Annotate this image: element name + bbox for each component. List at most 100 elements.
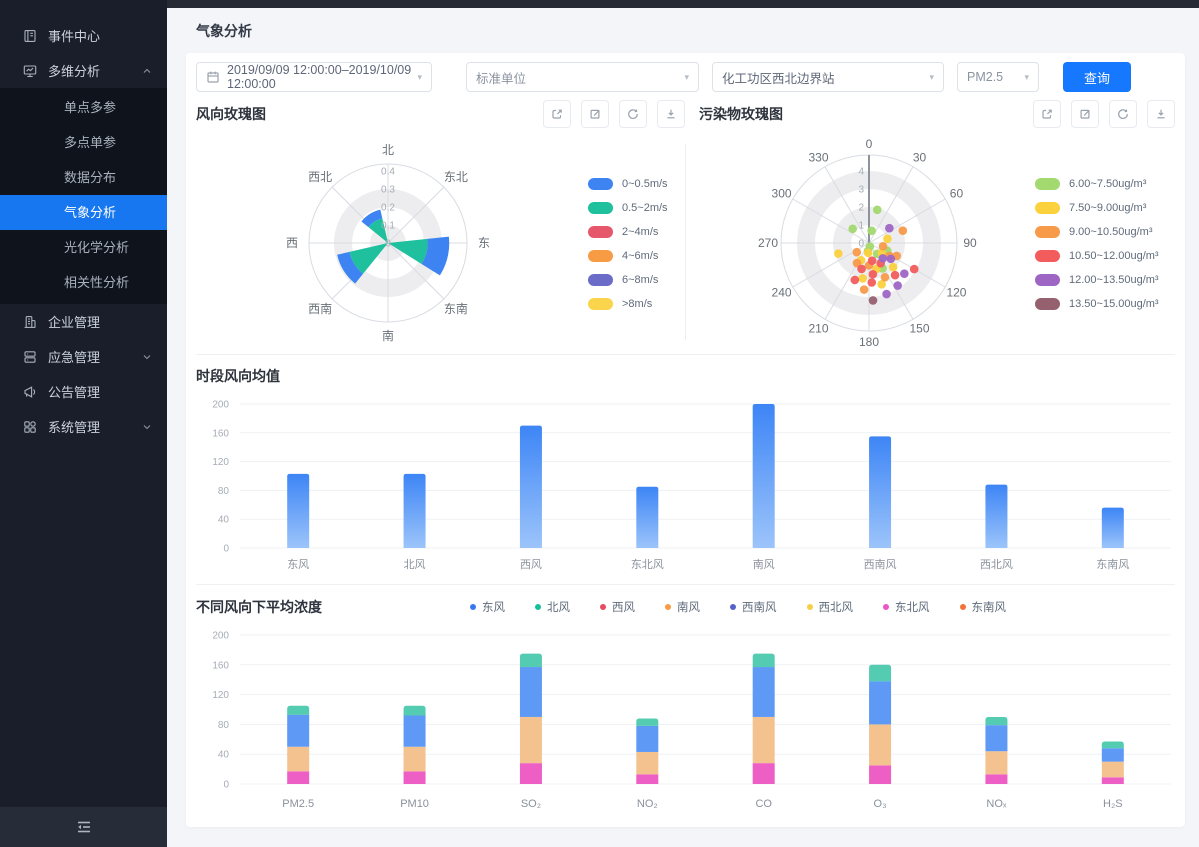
refresh-chart-button[interactable]	[619, 100, 647, 128]
svg-text:80: 80	[218, 486, 230, 497]
legend-dot	[600, 604, 606, 610]
legend-item[interactable]: 6~8m/s	[588, 274, 668, 286]
sidebar-subitem[interactable]: 光化学分析	[64, 240, 130, 255]
refresh-chart-button[interactable]	[1109, 100, 1137, 128]
caret-down-icon: ▾	[929, 71, 934, 82]
unit-select[interactable]: 标准单位 ▾	[466, 62, 699, 92]
legend-label: 6.00~7.50ug/m³	[1069, 178, 1147, 190]
legend-item[interactable]: 12.00~13.50ug/m³	[1035, 274, 1159, 286]
legend-item[interactable]: 东北风	[883, 599, 930, 615]
legend-dot	[959, 604, 966, 610]
sidebar-item-label: 系统管理	[48, 420, 101, 435]
wind-rose-legend: 0~0.5m/s 0.5~2m/s 2~4m/s 4~6m/s 6~8m/s >8m/s	[588, 178, 668, 310]
enterprise-icon	[22, 314, 38, 330]
svg-text:200: 200	[212, 631, 229, 642]
svg-text:40: 40	[218, 750, 230, 761]
svg-text:0: 0	[223, 544, 229, 555]
legend-swatch	[588, 298, 613, 310]
svg-text:西北: 西北	[308, 170, 332, 184]
legend-item[interactable]: 东南风	[959, 599, 1006, 615]
svg-text:120: 120	[212, 457, 229, 468]
legend-label: 西北风	[818, 602, 854, 614]
legend-item[interactable]: 西南风	[730, 599, 777, 615]
legend-item[interactable]: 东风	[470, 599, 505, 615]
legend-item[interactable]: 南风	[665, 599, 700, 615]
svg-text:PM10: PM10	[400, 798, 429, 810]
legend-label: 0.5~2m/s	[622, 202, 668, 214]
legend-item[interactable]: 北风	[535, 599, 570, 615]
svg-text:O₃: O₃	[874, 798, 887, 810]
sidebar-subitem[interactable]: 气象分析	[0, 195, 167, 230]
caret-down-icon: ▾	[417, 71, 422, 82]
legend-label: 4~6m/s	[622, 250, 659, 262]
svg-text:0: 0	[858, 239, 864, 250]
legend-item[interactable]: 9.00~10.50ug/m³	[1035, 226, 1159, 238]
svg-text:0.3: 0.3	[381, 185, 395, 196]
export-chart-button[interactable]	[1033, 100, 1061, 128]
sidebar-subitem[interactable]: 相关性分析	[64, 275, 130, 290]
sidebar-item-announcement[interactable]: 公告管理	[0, 374, 167, 409]
edit-icon	[588, 107, 602, 121]
download-chart-button[interactable]	[657, 100, 685, 128]
svg-text:210: 210	[808, 322, 828, 336]
system-icon	[22, 419, 38, 435]
collapse-sidebar-icon[interactable]	[75, 818, 93, 836]
edit-chart-button[interactable]	[581, 100, 609, 128]
edit-chart-button[interactable]	[1071, 100, 1099, 128]
legend-item[interactable]: 2~4m/s	[588, 226, 668, 238]
svg-text:300: 300	[772, 187, 792, 201]
wind-rose-panel: 风向玫瑰图 0 0.1 0.2 0.3 0.4 北东北东东南南 西南 西 西北 0~0.5m/s…	[196, 98, 685, 354]
station-select[interactable]: 化工功区西北边界站 ▾	[712, 62, 944, 92]
svg-text:0.1: 0.1	[381, 221, 395, 232]
legend-item[interactable]: 西北风	[806, 599, 854, 615]
wind-rose-title: 风向玫瑰图	[196, 106, 266, 122]
legend-item[interactable]: 13.50~15.00ug/m³	[1035, 298, 1159, 310]
export-icon	[550, 107, 564, 121]
legend-label: 北风	[547, 602, 570, 614]
legend-swatch	[588, 250, 613, 262]
svg-text:2: 2	[858, 203, 864, 214]
edit-icon	[1078, 107, 1092, 121]
legend-swatch	[588, 226, 613, 238]
sidebar-item-label: 事件中心	[48, 29, 101, 44]
legend-item[interactable]: 4~6m/s	[588, 250, 668, 262]
legend-item[interactable]: 0.5~2m/s	[588, 202, 668, 214]
sidebar-subitem[interactable]: 多点单参	[64, 135, 117, 150]
wind-rose-toolbar	[543, 100, 685, 128]
pollutant-rose-toolbar	[1033, 100, 1175, 128]
sidebar-subitem[interactable]: 单点多参	[64, 100, 117, 115]
legend-item[interactable]: 西风	[600, 599, 635, 615]
svg-text:0.2: 0.2	[381, 203, 395, 214]
query-button[interactable]: 查询	[1063, 62, 1131, 92]
station-select-value: 化工功区西北边界站	[722, 71, 835, 86]
stack-chart-title: 不同风向下平均浓度	[196, 599, 322, 615]
analysis-card: 2019/09/09 12:00:00–2019/10/09 12:00:00 …	[186, 53, 1185, 827]
sidebar-item-emergency[interactable]: 应急管理	[0, 339, 167, 374]
legend-item[interactable]: 0~0.5m/s	[588, 178, 668, 190]
vertical-divider	[685, 144, 686, 340]
legend-label: 西风	[612, 602, 635, 614]
sidebar-item-event-center[interactable]: 事件中心	[0, 18, 167, 53]
svg-text:40: 40	[218, 515, 230, 526]
export-chart-button[interactable]	[543, 100, 571, 128]
legend-item[interactable]: 6.00~7.50ug/m³	[1035, 178, 1159, 190]
wind-mean-bar-chart: 0 40 80 120 160 200 东风 北风 西风 东北风 南风 西南风 西北风 东南风	[212, 400, 1171, 571]
legend-item[interactable]: >8m/s	[588, 298, 668, 310]
unit-select-value: 标准单位	[476, 71, 527, 86]
legend-label: 10.50~12.00ug/m³	[1069, 250, 1159, 262]
sidebar-item-enterprise[interactable]: 企业管理	[0, 304, 167, 339]
download-chart-button[interactable]	[1147, 100, 1175, 128]
legend-item[interactable]: 10.50~12.00ug/m³	[1035, 250, 1159, 262]
sidebar-item-multi-analysis[interactable]: 多维分析	[0, 53, 167, 88]
refresh-icon	[1116, 107, 1130, 121]
filter-bar: 2019/09/09 12:00:00–2019/10/09 12:00:00 …	[196, 62, 1175, 92]
sidebar-item-label: 多维分析	[48, 64, 101, 79]
date-range-picker[interactable]: 2019/09/09 12:00:00–2019/10/09 12:00:00 …	[196, 62, 432, 92]
svg-text:60: 60	[950, 187, 964, 201]
sidebar-subitem[interactable]: 数据分布	[64, 170, 117, 185]
sidebar-item-system[interactable]: 系统管理	[0, 409, 167, 444]
pollutant-select[interactable]: PM2.5 ▾	[957, 62, 1039, 92]
legend-item[interactable]: 7.50~9.00ug/m³	[1035, 202, 1159, 214]
